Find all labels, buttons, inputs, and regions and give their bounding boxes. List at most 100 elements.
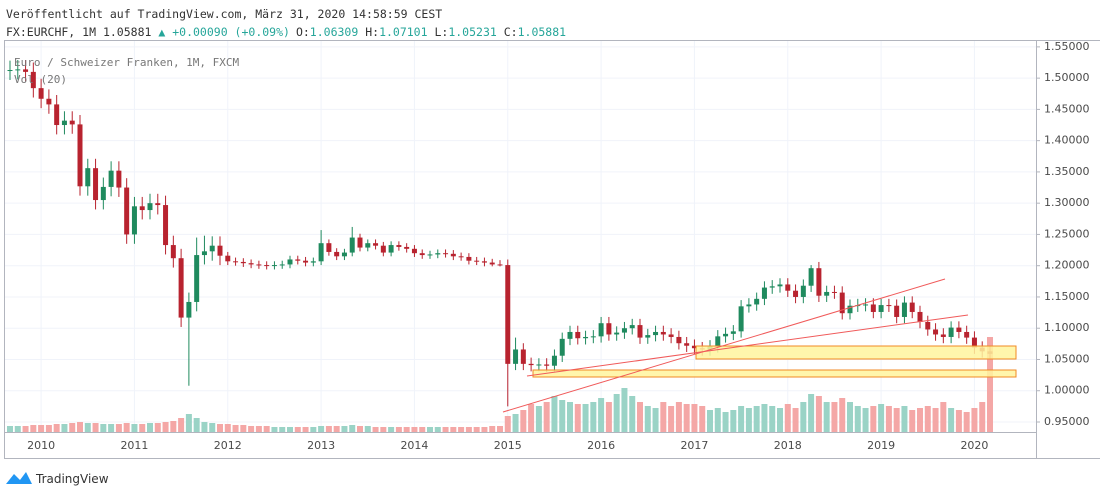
candle-body (971, 337, 977, 348)
candle-body (248, 263, 254, 265)
volume-bar (22, 426, 29, 432)
candle-body (357, 237, 363, 248)
candle-body (225, 255, 231, 262)
volume-bar (185, 414, 192, 432)
candle-body (186, 301, 192, 318)
candle-body (450, 253, 456, 257)
candle-body (909, 302, 915, 312)
volume-bar (582, 404, 589, 432)
grid (4, 40, 1036, 432)
candle-body (598, 323, 604, 337)
candle-body (318, 243, 324, 262)
volume-bar (963, 412, 970, 432)
candle-body (583, 336, 589, 339)
trend-line (502, 278, 946, 413)
candle-body (606, 323, 612, 335)
volume-bar (598, 398, 605, 432)
volume-bar (629, 396, 636, 432)
volume-bar (357, 426, 363, 432)
candle-body (93, 168, 99, 201)
candle-body (925, 321, 931, 330)
volume-bar (613, 394, 620, 432)
volume-bar (839, 398, 846, 432)
candle-body (163, 205, 169, 246)
candles (7, 60, 993, 407)
candle-body (23, 69, 29, 72)
candle-body (481, 261, 487, 263)
candle-body (147, 203, 153, 211)
volume-bar (178, 418, 185, 432)
volume-bar (380, 427, 387, 432)
volume-bar (940, 402, 947, 432)
ohlc-open-label: O: (296, 25, 310, 39)
volume-bar (955, 410, 962, 432)
candle-body (715, 336, 721, 347)
x-tick-label: 2017 (680, 439, 708, 452)
y-tick-label: 0.95000 (1044, 415, 1090, 428)
candle-body (443, 253, 449, 255)
volume-bar (53, 424, 60, 432)
volume-bar (730, 410, 737, 432)
volume-bar (885, 406, 892, 432)
volume-bar (294, 427, 301, 432)
volume-bar (847, 402, 853, 432)
candle-body (131, 206, 137, 235)
volume-bar (971, 408, 978, 432)
candle-body (831, 291, 837, 293)
volume-bar (761, 404, 768, 432)
candle-body (349, 237, 355, 253)
volume-bar (707, 410, 713, 432)
volume-bar (217, 424, 223, 432)
volume-bar (637, 402, 643, 432)
candle-body (326, 243, 332, 252)
candle-body (427, 254, 433, 256)
quote-line: FX:EURCHF, 1M 1.05881 ▲ +0.00090 (+0.09%… (6, 25, 566, 39)
volume-bar (240, 425, 247, 432)
volume-bar (201, 422, 208, 432)
volume-bar (61, 424, 68, 432)
candle-body (380, 245, 386, 253)
brand: TradingView (35, 472, 109, 486)
volume-bar (590, 402, 597, 432)
candle-body (863, 304, 869, 306)
volume-bar (792, 408, 799, 432)
volume-bar (45, 425, 52, 432)
volume-bar (722, 412, 729, 432)
series-title: Euro / Schweizer Franken, 1M, FXCM (14, 56, 240, 69)
candle-body (489, 262, 495, 265)
volume-pane (7, 337, 993, 432)
volume-bar (333, 426, 340, 432)
volume-bar (38, 425, 45, 432)
candle-body (917, 311, 923, 322)
ohlc-close-label: C: (504, 25, 518, 39)
volume-bar (917, 408, 923, 432)
candle-body (847, 305, 853, 314)
volume-bar (364, 426, 371, 432)
volume-bar (427, 427, 433, 432)
candle-body (287, 259, 293, 265)
symbol: FX:EURCHF, 1M (6, 25, 96, 39)
volume-bar (769, 406, 776, 432)
volume-bar (559, 400, 566, 432)
candle-body (723, 333, 729, 337)
candle-body (233, 261, 239, 263)
volume-bar (224, 424, 231, 432)
volume-bar (551, 396, 558, 432)
volume-bar (287, 427, 293, 432)
x-tick-label: 2010 (27, 439, 55, 452)
volume-bar (800, 402, 807, 432)
volume-bar (131, 424, 138, 432)
volume-bar (574, 404, 581, 432)
volume-bar (69, 423, 76, 432)
volume-bar (372, 427, 379, 432)
volume-bar (193, 418, 200, 432)
candle-body (15, 69, 21, 71)
candle-body (948, 327, 954, 337)
volume-bar (683, 404, 690, 432)
volume-bar (108, 424, 115, 432)
candle-body (295, 259, 301, 261)
volume-bar (403, 427, 410, 432)
candle-body (653, 331, 659, 336)
volume-bar (497, 426, 503, 432)
x-tick-label: 2012 (214, 439, 242, 452)
